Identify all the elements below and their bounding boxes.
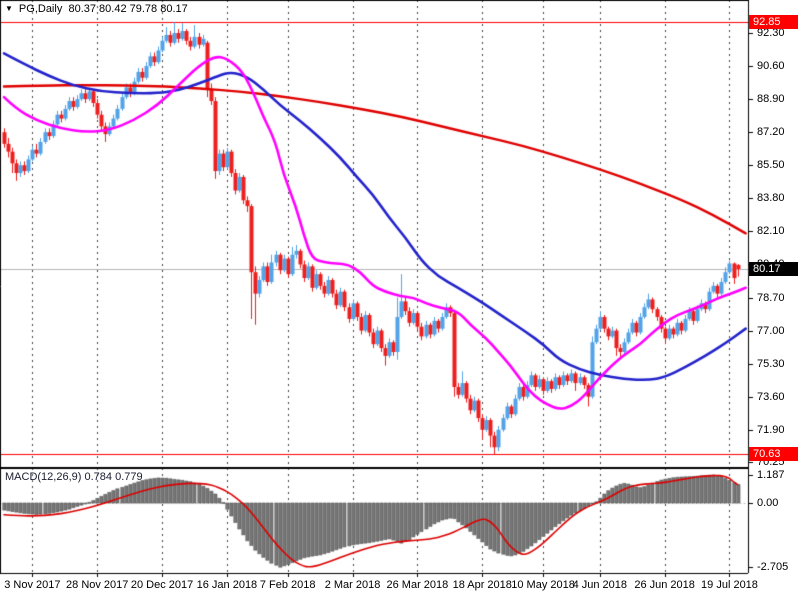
date-tick-label: 20 Dec 2017: [130, 579, 194, 591]
price-tick-label: 77.00: [757, 324, 785, 337]
macd-tick-label: -2.705: [757, 560, 789, 573]
date-tick-label: 16 Jan 2018: [196, 579, 258, 591]
price-tick-label: 88.90: [757, 93, 785, 106]
date-tick-label: 2 Mar 2018: [324, 579, 381, 591]
close-value: 80.17: [160, 3, 188, 15]
price-tick-label: 92.30: [757, 27, 785, 39]
date-tick-label: 4 Jun 2018: [572, 579, 627, 591]
symbol-dropdown-icon[interactable]: ▼: [5, 4, 13, 13]
date-tick-label: 19 Jul 2018: [701, 579, 758, 591]
date-tick-label: 26 Mar 2018: [386, 579, 449, 591]
price-badge-70-63: 70.63: [749, 447, 798, 462]
macd-indicator-label: MACD(12,26,9) 0.784 0.779: [5, 471, 143, 483]
macd-signal-value: 0.779: [115, 471, 143, 483]
date-tick-label: 26 Jun 2018: [634, 579, 695, 591]
price-badge-80-17: 80.17: [749, 261, 798, 276]
price-tick-label: 83.80: [757, 192, 785, 205]
price-tick-label: 90.60: [757, 60, 785, 73]
macd-value-axis[interactable]: [749, 469, 800, 573]
low-value: 79.78: [129, 3, 158, 15]
price-tick-label: 85.50: [757, 159, 785, 172]
date-tick-label: 10 May 2018: [511, 579, 575, 591]
date-tick-label: 7 Feb 2018: [259, 579, 316, 591]
macd-tick-label: 1.187: [757, 468, 785, 481]
price-tick-label: 82.10: [757, 225, 785, 238]
macd-name: MACD(12,26,9): [5, 471, 82, 483]
macd-tick-label: 0.00: [757, 497, 779, 509]
symbol-period-label: PG,Daily: [18, 3, 63, 15]
date-tick-label: 3 Nov 2017: [4, 579, 61, 591]
price-tick-label: 75.30: [757, 357, 785, 370]
date-tick-label: 28 Nov 2017: [66, 579, 129, 591]
price-badge-92-85: 92.85: [749, 15, 798, 30]
price-tick-label: 87.20: [757, 126, 785, 139]
symbol-info-bar: ▼ PG,Daily 80.37 80.42 79.78 80.17: [5, 3, 188, 15]
price-tick-label: 78.70: [757, 291, 785, 304]
open-value: 80.37: [68, 3, 96, 15]
high-value: 80.42: [99, 3, 127, 15]
price-tick-label: 73.60: [757, 390, 785, 403]
date-tick-label: 18 Apr 2018: [452, 579, 512, 591]
macd-main-value: 0.784: [84, 471, 113, 483]
price-tick-label: 71.90: [757, 423, 785, 436]
